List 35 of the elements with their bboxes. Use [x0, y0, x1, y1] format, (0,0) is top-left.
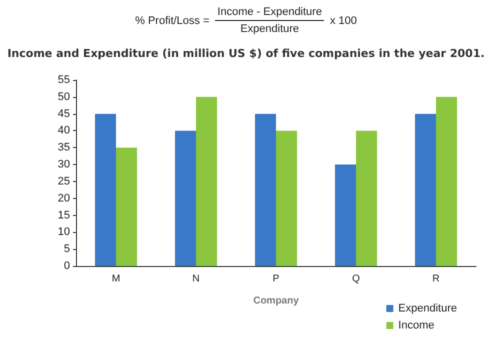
text: x 100 [330, 14, 357, 26]
y-tick-label: 10 [58, 226, 70, 238]
x-tick-label: Q [352, 274, 360, 284]
y-tick-label: 5 [64, 243, 70, 256]
text: Expenditure [240, 22, 300, 35]
y-tick-label: 0 [64, 260, 70, 272]
y-tick-label: 15 [58, 209, 70, 222]
y-tick-label: 25 [58, 175, 70, 188]
chart-title: Income and Expenditure (in million US $) of five companies in the year 2001. [7, 47, 485, 60]
y-tick-label: 55 [58, 74, 70, 86]
bar [95, 114, 116, 266]
legend-label: Income [398, 320, 434, 332]
bar [276, 130, 297, 266]
y-tick-label: 30 [58, 158, 70, 171]
bar [415, 114, 436, 266]
x-tick-label: N [192, 274, 200, 284]
bar [356, 130, 377, 266]
x-tick-label: R [432, 274, 440, 284]
y-tick-label: 35 [58, 142, 70, 154]
y-tick-label: 50 [58, 90, 70, 103]
y-tick-label: 45 [58, 108, 70, 120]
bar [436, 96, 457, 266]
text: Income - Expenditure [215, 6, 324, 21]
y-tick-label: 20 [58, 192, 70, 204]
y-tick-label: 40 [58, 124, 70, 137]
bar [175, 130, 196, 266]
legend-label: Expenditure [398, 302, 458, 314]
x-tick-label: P [272, 274, 280, 284]
bar [255, 114, 276, 266]
bar [196, 96, 217, 266]
x-axis-title: Company [253, 296, 300, 306]
bar [116, 148, 137, 266]
text: % Profit/Loss = [135, 14, 210, 26]
bar [335, 164, 356, 266]
x-tick-label: M [112, 274, 120, 284]
